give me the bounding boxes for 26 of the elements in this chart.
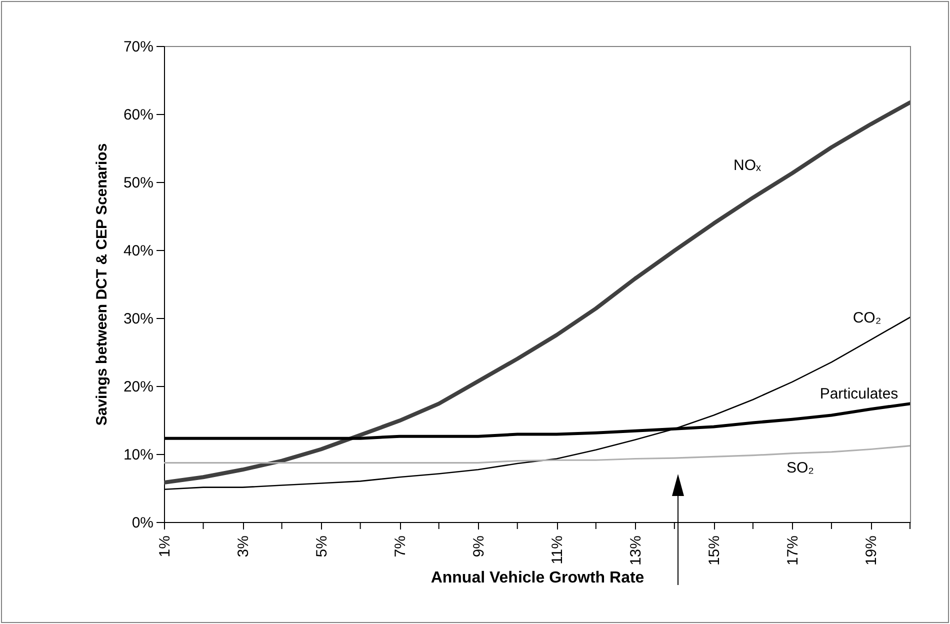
x-tick-label: 5% [314, 536, 331, 558]
line-series [164, 100, 910, 485]
x-axis-title: Annual Vehicle Growth Rate [430, 570, 644, 587]
series-label: NOₓ [734, 157, 761, 174]
x-tick-label: 1% [156, 536, 174, 558]
x-tick-label: 15% [706, 536, 724, 566]
series-label: SO₂ [786, 459, 814, 476]
x-tick-label: 19% [863, 536, 880, 566]
y-axis-title: Savings between DCT & CEP Scenarios [93, 143, 110, 426]
y-tick-label: 70% [123, 38, 154, 56]
x-tick-label: 17% [784, 536, 802, 566]
y-tick-label: 60% [123, 106, 154, 124]
x-tick-label: 7% [392, 536, 410, 558]
series-label: CO₂ [852, 309, 882, 326]
line-series [164, 445, 910, 464]
y-tick-label: 10% [123, 446, 154, 464]
x-tick-label: 3% [235, 536, 252, 558]
y-tick-label: 30% [123, 310, 154, 328]
y-tick-label: 20% [123, 378, 154, 396]
y-tick-label: 40% [123, 242, 154, 260]
series-label: Particulates [820, 386, 898, 403]
x-tick-label: 11% [549, 536, 566, 564]
y-tick-label: 50% [123, 174, 154, 192]
y-tick-label: 0% [132, 514, 154, 532]
x-tick-label: 9% [470, 536, 488, 558]
x-tick-label: 13% [628, 536, 645, 566]
